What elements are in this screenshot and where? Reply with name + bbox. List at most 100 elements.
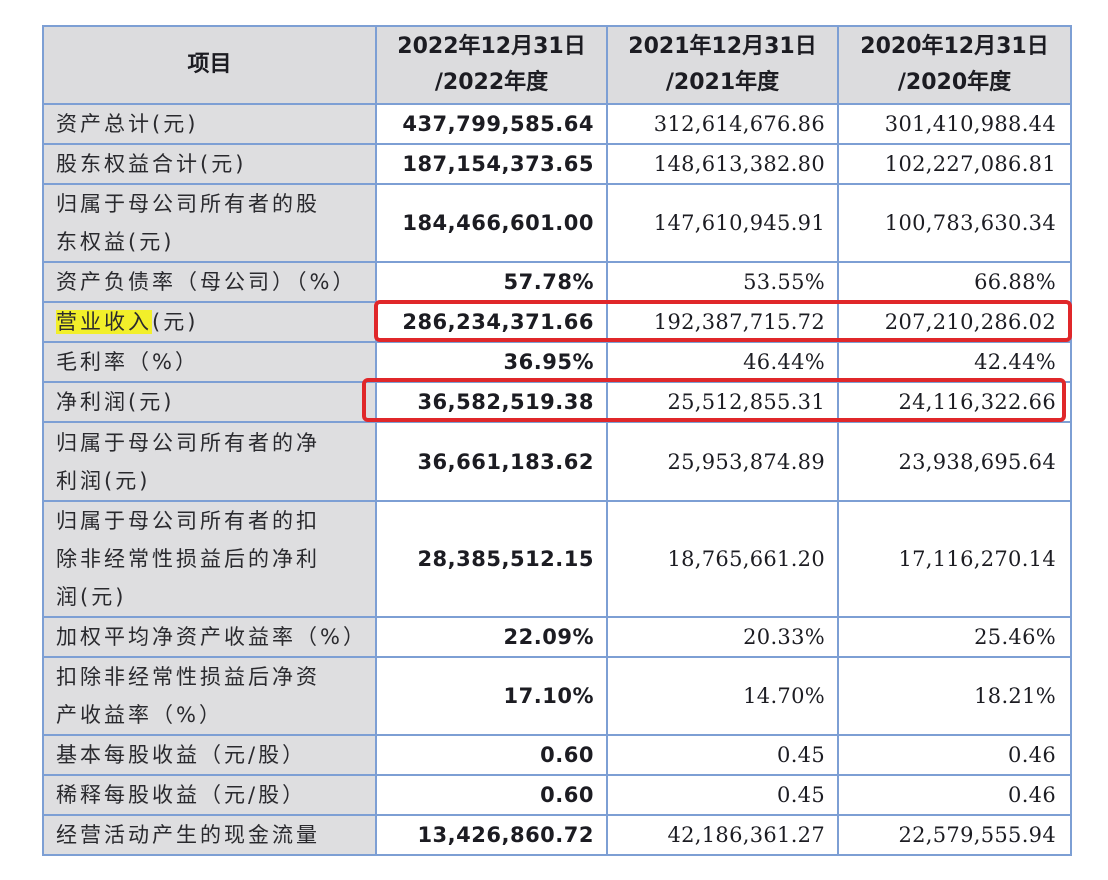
cell-2020: 0.46 [837,774,1072,816]
row-label: 扣除非经常性损益后净资 产收益率（%） [42,656,377,736]
header-item: 项目 [42,25,377,105]
cell-2020: 100,783,630.34 [837,183,1072,263]
cell-2022: 36,661,183.62 [375,421,608,502]
table-row-adjusted-net-profit: 归属于母公司所有者的扣 除非经常性损益后的净利 润(元) 28,385,512.15… [42,500,1072,618]
cell-2020: 18.21% [837,656,1072,736]
row-label: 营业收入(元) [42,301,377,343]
row-label: 基本每股收益（元/股） [42,734,377,776]
table-row-equity-total: 股东权益合计(元) 187,154,373.65 148,613,382.80 … [42,143,1072,185]
row-label-text: 股东权益合计(元) [56,152,247,176]
header-2020: 2020年12月31日/2020年度 [837,25,1072,105]
cell-2020: 25.46% [837,616,1072,658]
header-row: 项目 2022年12月31日/2022年度 2021年12月31日/2021年度… [42,25,1072,105]
cell-2022: 28,385,512.15 [375,500,608,618]
row-label-text: 资产总计(元) [56,112,199,136]
row-label: 资产负债率（母公司）（%） [42,261,377,303]
cell-2021: 0.45 [606,734,839,776]
header-2022-year: /2022年度 [434,70,549,95]
cell-2022: 184,466,601.00 [375,183,608,263]
row-label: 净利润(元) [42,381,377,423]
row-label: 毛利率（%） [42,341,377,383]
row-label: 稀释每股收益（元/股） [42,774,377,816]
cell-2020: 102,227,086.81 [837,143,1072,185]
header-2020-date: 2020年12月31日 [860,34,1049,59]
table-row-diluted-eps: 稀释每股收益（元/股） 0.60 0.45 0.46 [42,774,1072,816]
cell-2022: 187,154,373.65 [375,143,608,185]
cell-2021: 53.55% [606,261,839,303]
cell-2022: 0.60 [375,734,608,776]
cell-2021: 46.44% [606,341,839,383]
cell-2020: 0.46 [837,734,1072,776]
row-label-line: 润(元) [56,585,127,609]
row-label-line: 归属于母公司所有者的股 [56,192,320,216]
cell-2021: 25,512,855.31 [606,381,839,423]
highlighted-label: 营业收入 [56,310,152,334]
table-row-operating-cash-flow: 经营活动产生的现金流量 13,426,860.72 42,186,361.27 … [42,814,1072,856]
table-row-basic-eps: 基本每股收益（元/股） 0.60 0.45 0.46 [42,734,1072,776]
row-label-line: 扣除非经常性损益后净资 [56,665,320,689]
row-label-line: 除非经常性损益后的净利 [56,547,320,571]
cell-2021: 20.33% [606,616,839,658]
cell-2020: 207,210,286.02 [837,301,1072,343]
cell-2022: 13,426,860.72 [375,814,608,856]
cell-2022: 36,582,519.38 [375,381,608,423]
header-2022: 2022年12月31日/2022年度 [375,25,608,105]
cell-2020: 66.88% [837,261,1072,303]
cell-2021: 14.70% [606,656,839,736]
row-label: 归属于母公司所有者的扣 除非经常性损益后的净利 润(元) [42,500,377,618]
header-item-text: 项目 [187,52,232,77]
cell-2022: 437,799,585.64 [375,103,608,145]
cell-2022: 36.95% [375,341,608,383]
row-label-line: 归属于母公司所有者的扣 [56,509,320,533]
cell-2021: 18,765,661.20 [606,500,839,618]
row-label-line: 产收益率（%） [56,703,223,727]
row-label-text: 稀释每股收益（元/股） [56,783,307,807]
header-2021-year: /2021年度 [665,70,780,95]
table-row-total-assets: 资产总计(元) 437,799,585.64 312,614,676.86 30… [42,103,1072,145]
row-label: 归属于母公司所有者的股 东权益(元) [42,183,377,263]
table-row-debt-ratio: 资产负债率（母公司）（%） 57.78% 53.55% 66.88% [42,261,1072,303]
header-2020-year: /2020年度 [897,70,1012,95]
cell-2022: 22.09% [375,616,608,658]
cell-2020: 301,410,988.44 [837,103,1072,145]
table-row-gross-margin: 毛利率（%） 36.95% 46.44% 42.44% [42,341,1072,383]
cell-2022: 17.10% [375,656,608,736]
table-row-net-profit: 净利润(元) 36,582,519.38 25,512,855.31 24,11… [42,381,1072,423]
row-label-unit: (元) [152,310,199,334]
cell-2020: 23,938,695.64 [837,421,1072,502]
header-2021: 2021年12月31日/2021年度 [606,25,839,105]
cell-2021: 42,186,361.27 [606,814,839,856]
table-row-weighted-roe: 加权平均净资产收益率（%） 22.09% 20.33% 25.46% [42,616,1072,658]
cell-2020: 42.44% [837,341,1072,383]
cell-2022: 286,234,371.66 [375,301,608,343]
cell-2020: 17,116,270.14 [837,500,1072,618]
row-label-line: 东权益(元) [56,230,175,254]
cell-2020: 22,579,555.94 [837,814,1072,856]
financial-table-wrapper: 项目 2022年12月31日/2022年度 2021年12月31日/2021年度… [42,25,1072,856]
financial-summary-table: 项目 2022年12月31日/2022年度 2021年12月31日/2021年度… [42,25,1072,856]
row-label: 加权平均净资产收益率（%） [42,616,377,658]
row-label-line: 归属于母公司所有者的净 [56,430,320,455]
row-label-text: 净利润(元) [56,390,175,414]
row-label-text: 毛利率（%） [56,350,199,374]
row-label-line: 利润(元) [56,468,151,493]
cell-2021: 0.45 [606,774,839,816]
row-label-text: 基本每股收益（元/股） [56,743,307,767]
header-2022-date: 2022年12月31日 [397,34,586,59]
cell-2021: 192,387,715.72 [606,301,839,343]
cell-2020: 24,116,322.66 [837,381,1072,423]
cell-2021: 25,953,874.89 [606,421,839,502]
cell-2022: 57.78% [375,261,608,303]
cell-2022: 0.60 [375,774,608,816]
table-row-adjusted-roe: 扣除非经常性损益后净资 产收益率（%） 17.10% 14.70% 18.21% [42,656,1072,736]
row-label: 归属于母公司所有者的净 利润(元) [42,421,377,502]
cell-2021: 148,613,382.80 [606,143,839,185]
cell-2021: 312,614,676.86 [606,103,839,145]
table-row-parent-equity: 归属于母公司所有者的股 东权益(元) 184,466,601.00 147,610… [42,183,1072,263]
row-label: 股东权益合计(元) [42,143,377,185]
row-label-text: 经营活动产生的现金流量 [56,823,320,847]
table-row-parent-net-profit: 归属于母公司所有者的净 利润(元) 36,661,183.62 25,953,87… [42,421,1072,502]
row-label: 资产总计(元) [42,103,377,145]
table-row-revenue: 营业收入(元) 286,234,371.66 192,387,715.72 20… [42,301,1072,343]
row-label-text: 加权平均净资产收益率（%） [56,625,367,649]
